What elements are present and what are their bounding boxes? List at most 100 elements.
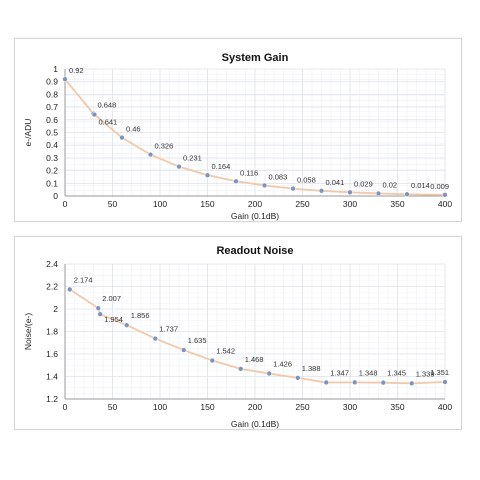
data-label: 1.347: [330, 368, 349, 377]
x-tick-label: 350: [390, 199, 404, 209]
data-point: [442, 192, 448, 198]
data-point: [380, 380, 386, 386]
data-label: 0.231: [183, 154, 202, 163]
data-label: 0.083: [269, 172, 288, 181]
data-label: 0.058: [297, 176, 316, 185]
data-point: [209, 357, 215, 364]
data-point: [152, 335, 158, 342]
data-label: 1.348: [359, 368, 378, 377]
data-point: [318, 188, 325, 194]
system-gain-y-axis-label: e-/ADU: [23, 119, 33, 147]
y-tick-label: 0.6: [46, 115, 58, 125]
y-tick-label: 0.3: [46, 153, 58, 163]
data-label: 1.542: [216, 347, 235, 356]
data-point: [352, 379, 358, 386]
readout-noise-x-axis-label: Gain (0.1dB): [231, 419, 279, 429]
data-label: 0.326: [155, 142, 174, 151]
system-gain-grid: [64, 68, 446, 197]
data-label: 0.014: [411, 181, 430, 190]
data-point: [290, 185, 296, 192]
x-tick-label: 400: [438, 402, 452, 412]
y-tick-label: 2.4: [46, 259, 58, 269]
y-tick-label: 1.4: [46, 372, 58, 382]
data-label: 0.02: [383, 180, 398, 189]
data-label: 1.426: [273, 360, 292, 369]
data-point: [124, 322, 130, 328]
x-tick-label: 50: [108, 199, 118, 209]
data-point: [97, 311, 103, 317]
data-label: 1.468: [245, 355, 264, 364]
data-point: [347, 189, 353, 195]
readout-noise-chart-panel: Readout Noise 0 50 100 150 200 250 300 350 400 1.2…: [14, 236, 462, 430]
data-label: 2.007: [102, 294, 121, 303]
data-point: [181, 347, 187, 353]
data-label: 1.856: [131, 311, 150, 320]
x-tick-label: 100: [153, 199, 167, 209]
data-label: 0.46: [126, 125, 141, 134]
data-label: 1.351: [430, 368, 449, 377]
y-tick-label: 1.6: [46, 349, 58, 359]
data-label: 1.737: [159, 325, 178, 334]
data-point: [95, 305, 101, 311]
data-point: [442, 379, 448, 385]
x-tick-label: 200: [248, 402, 262, 412]
data-label: 0.648: [98, 101, 117, 110]
data-point: [233, 178, 239, 184]
y-tick-label: 1.2: [46, 394, 58, 404]
y-tick-label: 0.1: [46, 178, 58, 188]
data-label: 0.009: [430, 182, 449, 191]
y-tick-label: 0.8: [46, 89, 58, 99]
system-gain-x-axis-label: Gain (0.1dB): [231, 211, 279, 221]
data-label: 2.174: [74, 275, 93, 284]
data-point: [323, 379, 329, 386]
data-point: [238, 366, 244, 372]
data-point: [204, 172, 211, 178]
data-label: 0.041: [326, 178, 345, 187]
data-label: 1.345: [387, 369, 406, 378]
system-gain-title: System Gain: [222, 52, 289, 64]
data-label: 0.641: [98, 118, 117, 127]
data-point: [62, 76, 68, 82]
data-point: [261, 182, 268, 189]
x-tick-label: 350: [390, 402, 404, 412]
readout-noise-grid: [64, 263, 446, 400]
data-point: [67, 286, 73, 293]
x-tick-label: 150: [200, 199, 214, 209]
data-point: [266, 370, 272, 377]
readout-noise-title: Readout Noise: [216, 245, 293, 257]
y-tick-label: 0.9: [46, 77, 58, 87]
x-tick-label: 250: [295, 402, 309, 412]
data-point: [375, 190, 382, 197]
readout-noise-y-axis-label: Noise/(e-): [23, 313, 33, 350]
x-tick-label: 0: [63, 402, 68, 412]
x-tick-label: 250: [295, 199, 309, 209]
y-tick-label: 2: [53, 304, 58, 314]
data-label: 0.029: [354, 179, 373, 188]
x-tick-label: 50: [108, 402, 118, 412]
x-tick-label: 100: [153, 402, 167, 412]
data-point: [409, 380, 415, 387]
x-tick-label: 150: [200, 402, 214, 412]
data-label: 0.164: [212, 162, 231, 171]
data-label: 0.116: [240, 168, 258, 177]
system-gain-chart-panel: System Gain 0 50 100 150 200 250 300 350 400 0 0.1 0…: [14, 38, 462, 222]
y-tick-label: 2.2: [46, 282, 58, 292]
y-tick-label: 1: [53, 64, 58, 74]
data-label: 1.635: [188, 336, 207, 345]
x-tick-label: 0: [63, 199, 68, 209]
y-tick-label: 0: [53, 191, 58, 201]
data-label: 0.92: [69, 66, 84, 75]
y-tick-label: 0.7: [46, 102, 58, 112]
readout-noise-chart: Readout Noise 0 50 100 150 200 250 300 350 400 1.2…: [23, 245, 452, 429]
data-point: [119, 134, 125, 141]
data-point: [404, 191, 410, 197]
y-tick-label: 1.8: [46, 327, 58, 337]
data-label: 1.388: [302, 364, 321, 373]
x-tick-label: 400: [438, 199, 452, 209]
data-point: [91, 111, 98, 118]
data-label: 1.339: [416, 369, 435, 378]
x-tick-label: 300: [343, 402, 357, 412]
system-gain-chart: System Gain 0 50 100 150 200 250 300 350 400 0 0.1 0…: [23, 52, 452, 221]
y-tick-label: 0.5: [46, 128, 58, 138]
data-point: [176, 164, 182, 170]
